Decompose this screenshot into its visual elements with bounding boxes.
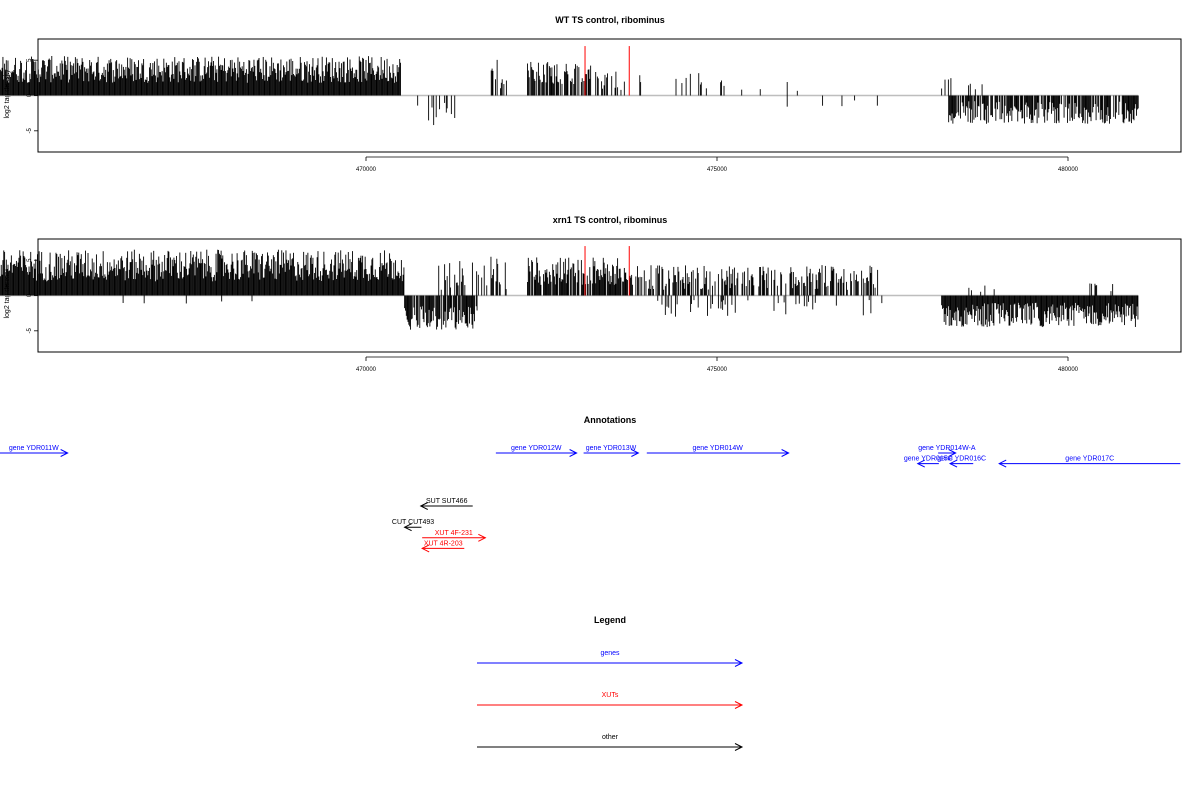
arrowhead [948,449,957,457]
arrowhead [569,449,578,457]
xrn1-track-panel: xrn1 TS control, ribominus log2 tag dens… [0,215,1182,373]
arrowhead [419,502,428,510]
y-tick-label: 5 [27,58,33,62]
legend-arrow [477,743,744,751]
annotations-title: Annotations [584,415,637,425]
feature-arrow: gene YDR013W [583,445,640,457]
x-tick-label: 475000 [707,367,728,373]
x-tick-label: 470000 [356,167,377,173]
feature-arrow: XUT 4R-203 [421,540,465,553]
feature-label: gene YDR012W [511,445,562,452]
legend-panel: Legend genes XUTs other [477,615,744,751]
feature-arrow: gene YDR011W [0,445,69,457]
feature-arrow: gene YDR015C [904,456,953,468]
wt-axes: -5 0 5 470000 475000 480000 [27,58,1079,173]
arrowhead [998,459,1007,468]
feature-label: gene YDR014W-A [918,445,976,452]
feature-arrow: XUT 4F-231 [422,530,487,542]
legend-arrow [477,659,744,667]
feature-arrow: gene YDR017C [998,456,1181,468]
arrowhead [734,743,744,751]
arrowhead [421,544,430,553]
arrowhead [478,533,487,542]
x-tick-label: 480000 [1058,167,1079,173]
feature-label: gene YDR016C [937,456,986,463]
legend-title: Legend [594,615,626,625]
legend-item-label: XUTs [602,692,619,699]
arrowhead [734,659,744,667]
y-tick-label: 0 [27,293,33,297]
x-tick-label: 475000 [707,167,728,173]
feature-label: CUT CUT493 [392,519,434,526]
feature-arrow: gene YDR012W [495,445,578,457]
y-tick-label: 5 [27,258,33,262]
y-tick-label: -5 [27,327,33,333]
arrowhead [781,449,790,457]
annotations-panel: Annotations gene YDR011W gene YDR012W gene… [0,415,1181,553]
arrowhead [734,701,744,709]
x-tick-label: 470000 [356,367,377,373]
arrowhead [403,523,412,532]
legend-item-label: other [602,734,619,741]
feature-arrow: gene YDR014W [646,445,790,457]
arrowhead [948,459,958,468]
feature-label: gene YDR011W [9,445,59,452]
y-tick-label: -5 [27,127,33,133]
feature-arrow: gene YDR014W-A [918,445,976,457]
x-tick-label: 480000 [1058,367,1079,373]
feature-label: XUT 4R-203 [424,540,463,547]
wt-track-title: WT TS control, ribominus [555,15,665,25]
wt-data-marks [0,46,1139,126]
arrowhead [631,449,640,457]
feature-arrow: SUT SUT466 [419,498,473,510]
feature-arrow: gene YDR016C [937,456,986,468]
xrn1-data-marks [0,246,1139,330]
legend-item-label: genes [600,650,620,657]
feature-label: gene YDR017C [1065,456,1114,463]
feature-label: gene YDR013W [586,445,637,452]
xrn1-track-title: xrn1 TS control, ribominus [553,215,668,225]
feature-label: gene YDR014W [692,445,743,452]
feature-label: gene YDR015C [904,456,953,463]
feature-arrow: CUT CUT493 [392,519,434,532]
arrowhead [916,459,925,468]
legend-arrow [477,701,744,709]
arrowhead [60,449,69,457]
feature-label: SUT SUT466 [426,498,468,505]
feature-label: XUT 4F-231 [435,530,473,537]
y-tick-label: 0 [27,93,33,97]
xrn1-axes: -5 0 5 470000 475000 480000 [27,258,1079,373]
wt-track-panel: WT TS control, ribominus log2 tag densit… [0,15,1182,173]
